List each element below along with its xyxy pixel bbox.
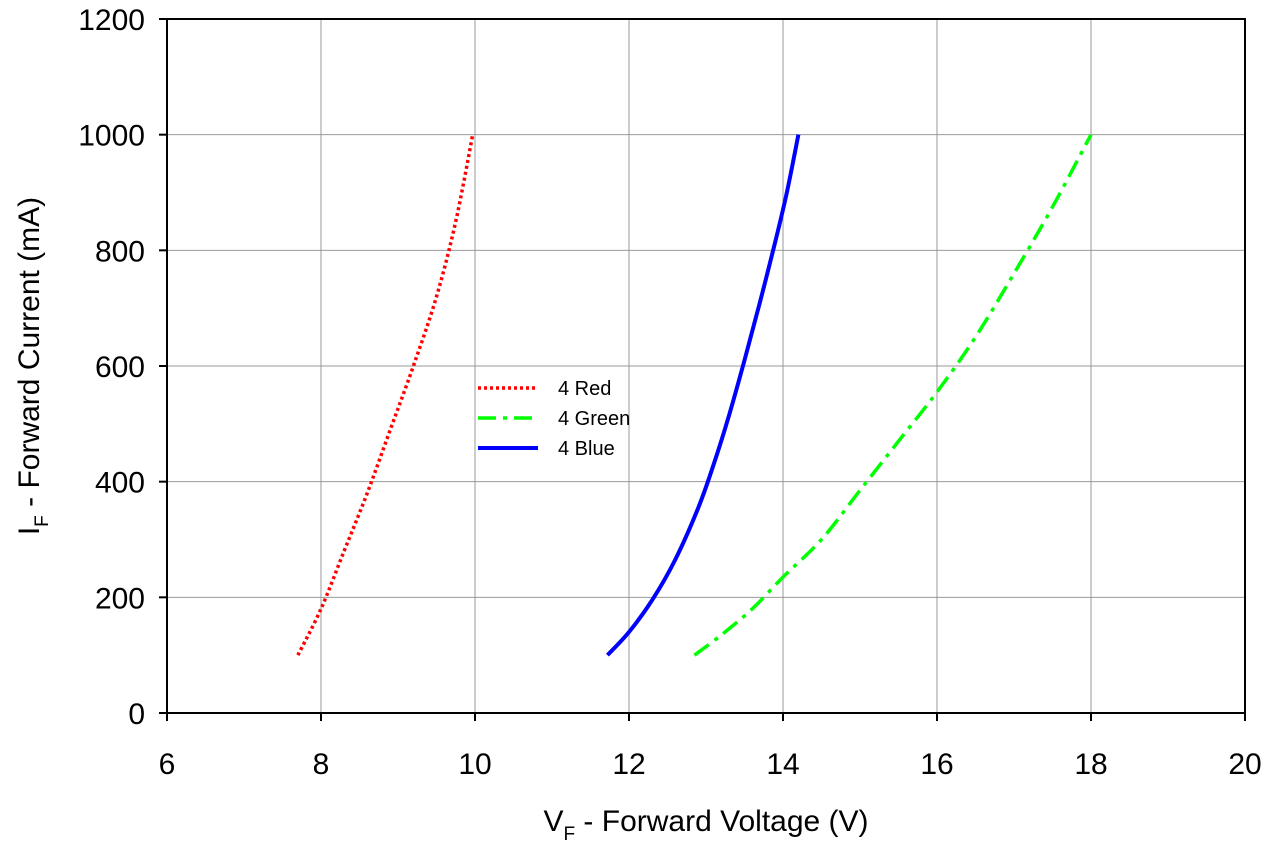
series-line-4-red xyxy=(296,134,475,656)
x-tick-label: 20 xyxy=(1228,748,1261,781)
y-tick-label: 600 xyxy=(95,351,145,384)
x-tick-label: 12 xyxy=(612,748,645,781)
legend: 4 Red 4 Green 4 Blue xyxy=(478,378,630,460)
x-tick-label: 14 xyxy=(766,748,799,781)
y-tick-label: 200 xyxy=(95,582,145,615)
grid-lines xyxy=(167,19,1245,713)
y-axis-ticks: 0 200 400 600 800 1000 1200 xyxy=(78,4,167,731)
y-tick-label: 1200 xyxy=(78,4,145,37)
x-axis-ticks: 6 8 10 12 14 16 18 20 xyxy=(159,713,1262,781)
y-tick-label: 800 xyxy=(95,235,145,268)
series-line-4-blue xyxy=(605,134,801,657)
y-tick-label: 1000 xyxy=(78,120,145,153)
y-axis-title: IF - Forward Current (mA) xyxy=(13,197,53,535)
series-line-4-green xyxy=(693,133,1093,657)
y-tick-label: 400 xyxy=(95,467,145,500)
y-tick-label: 0 xyxy=(128,698,145,731)
data-series xyxy=(296,133,1093,657)
legend-label: 4 Green xyxy=(558,408,630,430)
x-tick-label: 16 xyxy=(920,748,953,781)
legend-label: 4 Red xyxy=(558,378,611,400)
x-axis-title: VF - Forward Voltage (V) xyxy=(543,805,868,845)
x-tick-label: 6 xyxy=(159,748,176,781)
x-tick-label: 18 xyxy=(1074,748,1107,781)
x-tick-label: 8 xyxy=(313,748,330,781)
legend-label: 4 Blue xyxy=(558,438,615,460)
x-tick-label: 10 xyxy=(458,748,491,781)
